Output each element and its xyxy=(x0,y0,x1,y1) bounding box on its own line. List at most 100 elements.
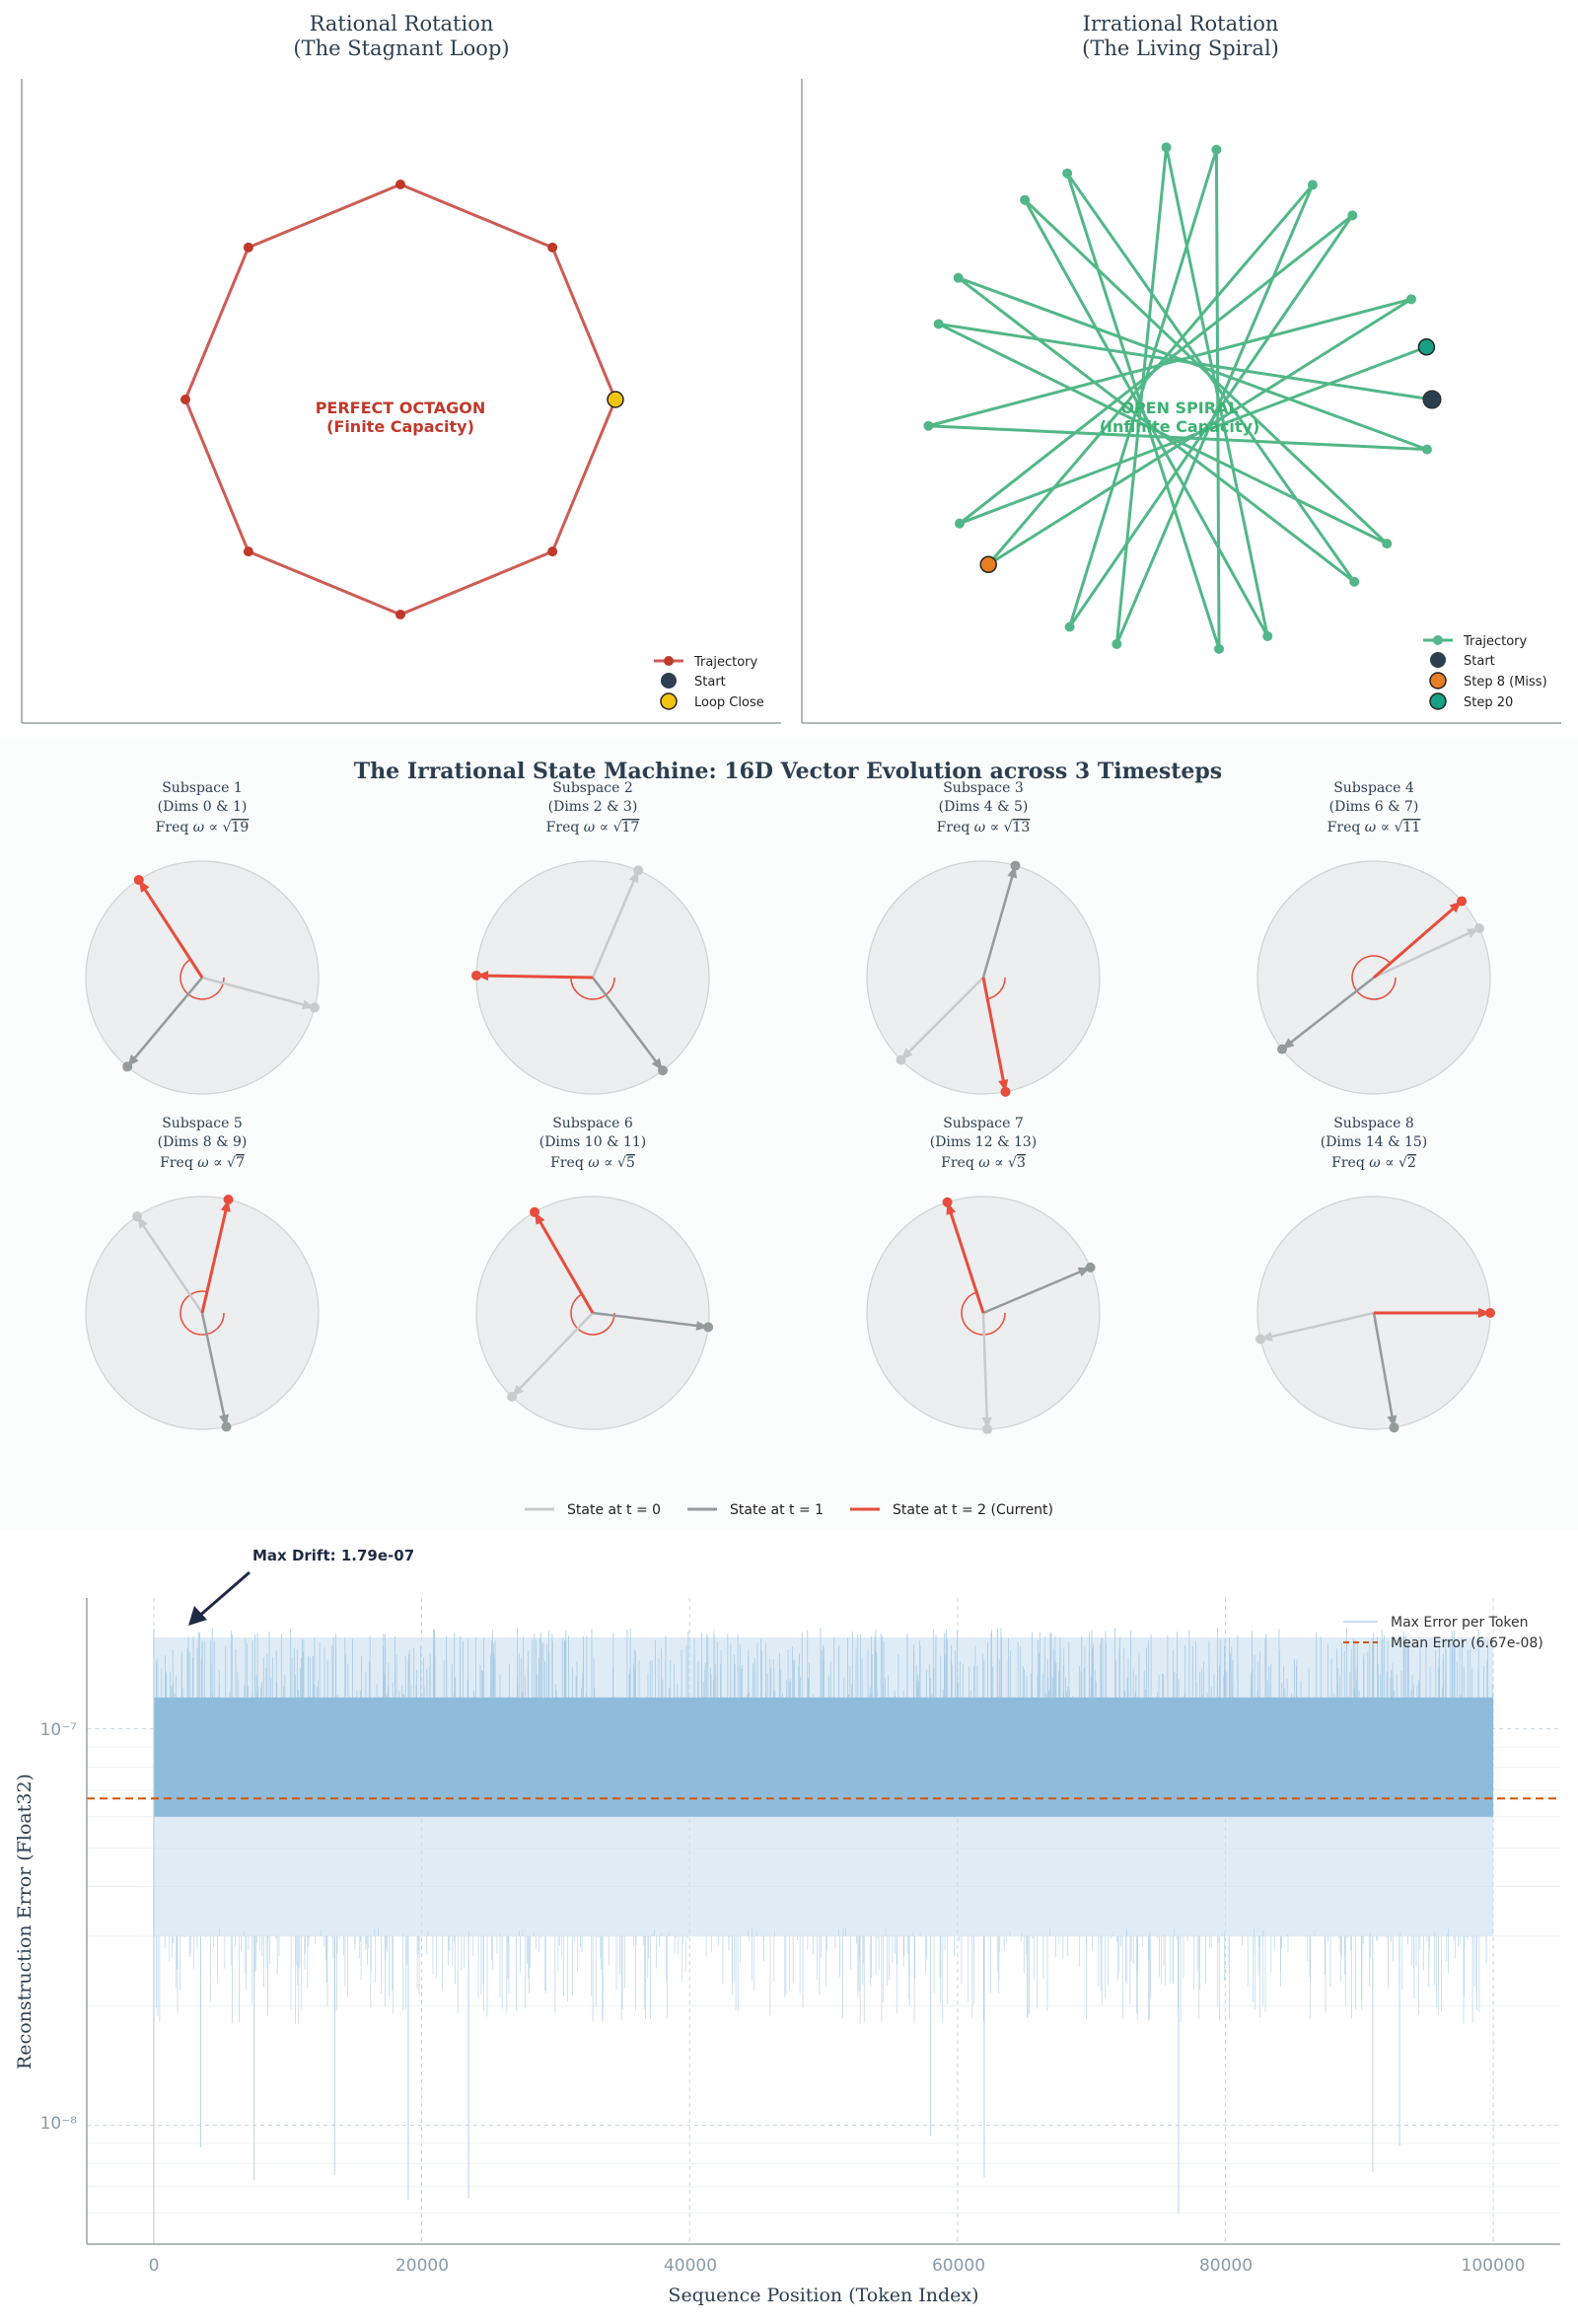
max-drift-arrow-line xyxy=(196,1570,251,1620)
irrational-legend-step20: Step 20 xyxy=(1464,695,1513,710)
subspace-2-vector-t0 xyxy=(591,869,640,979)
subspace-5-tip-t1 xyxy=(221,1421,232,1432)
subspace-3-name: Subspace 3 xyxy=(943,780,1024,796)
rational-legend-start: Start xyxy=(694,675,726,690)
rational-loop-close-marker xyxy=(607,391,624,408)
irrational-point-3 xyxy=(1020,194,1031,205)
rational-center-label-2: (Finite Capacity) xyxy=(326,417,474,436)
state-legend-t2: State at t = 2 (Current) xyxy=(893,1502,1053,1518)
irrational-point-13 xyxy=(1349,576,1360,587)
subspace-4: Subspace 4 (Dims 6 & 7) Freq ω ∝ √11 xyxy=(1256,780,1491,1095)
subspace-4-vector-t0 xyxy=(1373,926,1480,980)
subspace-1-dims: (Dims 0 & 1) xyxy=(158,799,248,815)
subspace-6-tip-t0 xyxy=(507,1391,518,1402)
subspace-4-dims: (Dims 6 & 7) xyxy=(1329,799,1419,815)
freq-value: 7 xyxy=(236,1155,245,1171)
irrational-trajectory-group xyxy=(923,142,1442,654)
subspace-6-dims: (Dims 10 & 11) xyxy=(539,1134,647,1150)
rational-legend: Trajectory Start Loop Close xyxy=(654,655,764,710)
subspace-1-vector-t2 xyxy=(137,879,204,979)
freq-value: 5 xyxy=(626,1155,635,1171)
subspace-6-vector-t2 xyxy=(533,1211,595,1314)
irrational-title-line1: Irrational Rotation xyxy=(1083,12,1279,36)
error-chart: 0 20000 40000 60000 80000 100000 10⁻⁷ 10… xyxy=(14,1547,1560,2306)
freq-value: 3 xyxy=(1017,1155,1026,1171)
irrational-point-12 xyxy=(953,272,964,283)
subspace-4-freq: Freq ω ∝ √11 xyxy=(1327,820,1421,835)
freq-symbol: ω ∝ √ xyxy=(978,1155,1017,1171)
subspace-2-angle-arc xyxy=(570,977,615,1000)
rational-legend-trajectory-marker xyxy=(664,656,674,666)
subspace-8: Subspace 8 (Dims 14 & 15) Freq ω ∝ √2 xyxy=(1255,1116,1495,1433)
state-legend: State at t = 0 State at t = 1 State at t… xyxy=(525,1502,1053,1518)
subspace-1-vector-t0 xyxy=(201,976,316,1009)
max-drift-arrow-head xyxy=(188,1606,207,1626)
rational-legend-loopclose: Loop Close xyxy=(694,695,764,710)
error-legend-mean: Mean Error (6.67e-08) xyxy=(1391,1635,1543,1651)
subspace-7: Subspace 7 (Dims 12 & 13) Freq ω ∝ √3 xyxy=(866,1116,1101,1434)
rational-title-line1: Rational Rotation xyxy=(310,12,494,36)
subspace-5-tip-t2 xyxy=(223,1195,234,1205)
irrational-legend-start: Start xyxy=(1464,654,1495,669)
irrational-center-label-1: OPEN SPIRAL xyxy=(1120,399,1238,417)
freq-symbol: ω ∝ √ xyxy=(193,820,232,835)
subspace-8-tip-t0 xyxy=(1255,1334,1266,1344)
subspace-1-freq: Freq ω ∝ √19 xyxy=(156,820,250,835)
subspace-8-vector-t0 xyxy=(1259,1311,1375,1341)
rational-legend-loopclose-marker xyxy=(660,692,678,710)
subspace-5-vector-t1 xyxy=(200,1312,228,1427)
freq-symbol: ω ∝ √ xyxy=(974,820,1013,835)
irrational-point-2 xyxy=(1382,539,1393,549)
error-xtick-5: 100000 xyxy=(1462,2256,1526,2276)
subspace-7-tip-t2 xyxy=(942,1197,953,1207)
error-spikes xyxy=(153,1628,1493,2214)
subspace-2-arrowhead-t2 xyxy=(476,971,489,981)
freq-value: 17 xyxy=(622,820,640,835)
error-xtick-4: 80000 xyxy=(1199,2256,1253,2276)
subspace-8-arrowhead-t2 xyxy=(1478,1308,1490,1318)
freq-prefix: Freq xyxy=(1331,1155,1369,1171)
irrational-legend-trajectory-marker xyxy=(1433,635,1443,645)
irrational-legend-start-marker xyxy=(1430,652,1446,668)
subspace-1-tip-t0 xyxy=(309,1002,320,1013)
irrational-center-label-2: (Infinite Capacity) xyxy=(1100,417,1260,436)
irrational-point-1 xyxy=(933,319,944,329)
error-legend: Max Error per Token Mean Error (6.67e-08… xyxy=(1343,1615,1543,1651)
irrational-legend-miss: Step 8 (Miss) xyxy=(1464,675,1547,690)
irrational-point-11 xyxy=(1421,444,1432,455)
subspace-5-name: Subspace 5 xyxy=(162,1116,243,1131)
subspace-1: Subspace 1 (Dims 0 & 1) Freq ω ∝ √19 xyxy=(85,780,320,1095)
freq-value: 13 xyxy=(1013,820,1031,835)
max-drift-annotation: Max Drift: 1.79e-07 xyxy=(252,1547,414,1564)
subspace-7-arrowhead-t0 xyxy=(981,1416,992,1429)
subspace-6-vector-t0 xyxy=(511,1312,594,1398)
rational-point-3 xyxy=(243,242,253,253)
state-legend-t1: State at t = 1 xyxy=(730,1502,824,1518)
rational-rotation-chart: Rational Rotation (The Stagnant Loop) PE… xyxy=(21,12,781,724)
subspace-6-vector-t1 xyxy=(592,1311,709,1329)
subspace-6-arrowhead-t1 xyxy=(695,1320,709,1331)
subspace-1-vector-t1 xyxy=(126,977,203,1068)
subspace-6-name: Subspace 6 xyxy=(552,1116,633,1131)
subspace-2-tip-t1 xyxy=(658,1065,669,1076)
subspace-3-vector-t2 xyxy=(981,977,1007,1093)
rational-point-5 xyxy=(243,546,253,557)
subspace-5: Subspace 5 (Dims 8 & 9) Freq ω ∝ √7 xyxy=(85,1116,320,1432)
irrational-legend-trajectory: Trajectory xyxy=(1463,634,1527,649)
subspace-1-tip-t1 xyxy=(122,1061,133,1072)
subspace-5-freq: Freq ω ∝ √7 xyxy=(160,1155,245,1171)
subspace-7-tip-t1 xyxy=(1085,1262,1096,1272)
error-xtick-1: 20000 xyxy=(395,2256,449,2276)
subspace-1-tip-t2 xyxy=(133,875,144,886)
subspace-5-dims: (Dims 8 & 9) xyxy=(158,1134,248,1150)
subspace-4-tip-t0 xyxy=(1473,923,1484,934)
irrational-legend-miss-marker xyxy=(1429,672,1447,690)
subspace-8-name: Subspace 8 xyxy=(1333,1116,1414,1131)
rational-legend-trajectory: Trajectory xyxy=(693,655,757,670)
freq-symbol: ω ∝ √ xyxy=(588,1155,626,1171)
freq-prefix: Freq xyxy=(941,1155,978,1171)
subspace-6-freq: Freq ω ∝ √5 xyxy=(550,1155,635,1171)
rational-point-2 xyxy=(395,180,405,189)
irrational-point-16 xyxy=(1211,144,1222,155)
subspace-6-angle-arc xyxy=(570,1293,615,1336)
